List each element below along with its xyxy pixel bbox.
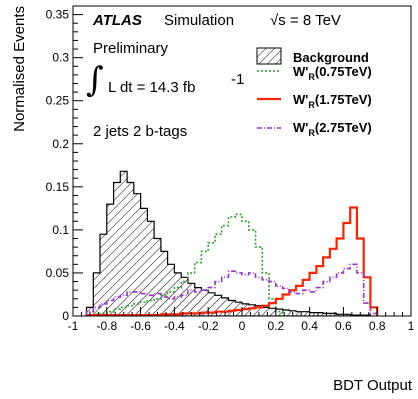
y-tick-label: 0.2 bbox=[52, 137, 69, 151]
legend-label-w275: W'R(2.75TeV) bbox=[293, 120, 372, 138]
y-tick-label: 0.35 bbox=[46, 8, 70, 22]
histogram-series-0 bbox=[85, 170, 371, 316]
histogram-series-2 bbox=[85, 206, 379, 316]
y-tick-label: 0.1 bbox=[52, 223, 69, 237]
lumi-label: L dt = 14.3 fb bbox=[108, 79, 195, 96]
legend-swatch-background bbox=[256, 47, 282, 65]
simulation-label: Simulation bbox=[164, 12, 234, 29]
axes-layer: -1 -0.8 -0.6 -0.4 -0.2 0 0.2 0.4 0.6 0.8 1 0 0.05 0.1… bbox=[46, 8, 415, 333]
y-tick-label: 0.05 bbox=[46, 266, 70, 280]
y-tick-label: 0.3 bbox=[52, 51, 69, 65]
y-tick-label: 0.25 bbox=[46, 94, 70, 108]
x-tick-label: 1 bbox=[408, 319, 415, 333]
x-tick-label: -0.6 bbox=[130, 319, 151, 333]
histogram-series-1 bbox=[92, 213, 284, 316]
x-tick-label: -0.2 bbox=[198, 319, 219, 333]
y-tick-label: 0.15 bbox=[46, 180, 70, 194]
x-tick-label: -0.4 bbox=[164, 319, 185, 333]
y-axis-title: Normalised Events bbox=[11, 6, 28, 132]
y-tick-label: 0 bbox=[62, 309, 69, 323]
legend-label-background: Background bbox=[293, 50, 369, 65]
status-label: Preliminary bbox=[93, 40, 169, 57]
x-tick-label: -1 bbox=[68, 319, 79, 333]
x-tick-label: -0.8 bbox=[96, 319, 117, 333]
x-tick-label: 0.2 bbox=[267, 319, 284, 333]
x-tick-label: 0.4 bbox=[301, 319, 318, 333]
histogram-series-3 bbox=[85, 263, 378, 316]
x-tick-label: 0.6 bbox=[335, 319, 352, 333]
integral-sign: ∫ bbox=[86, 60, 104, 100]
experiment-label: ATLAS bbox=[92, 12, 142, 29]
x-tick-label: 0.8 bbox=[369, 319, 386, 333]
x-axis-title: BDT Output bbox=[333, 377, 413, 394]
energy-label: √s = 8 TeV bbox=[270, 12, 341, 29]
legend-label-w075: W'R(0.75TeV) bbox=[293, 64, 372, 82]
x-tick-label: 0 bbox=[239, 319, 246, 333]
lumi-exponent: -1 bbox=[231, 71, 244, 88]
legend: Background W'R(0.75TeV) W'R(1.75TeV) W'R… bbox=[256, 47, 372, 138]
series-layer bbox=[85, 170, 379, 316]
selection-label: 2 jets 2 b-tags bbox=[93, 123, 187, 140]
legend-label-w175: W'R(1.75TeV) bbox=[293, 92, 372, 110]
